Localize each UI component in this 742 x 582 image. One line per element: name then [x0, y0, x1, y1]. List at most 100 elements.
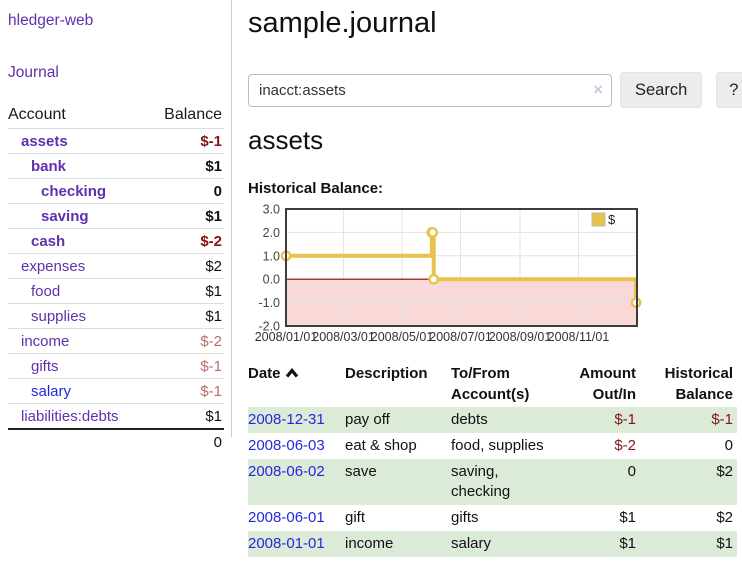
transaction-row: 2008-06-01 gift gifts $1 $2 — [248, 505, 737, 531]
tofrom-header-line2: Account(s) — [451, 386, 530, 403]
account-balance: $1 — [205, 407, 222, 425]
search-button[interactable]: Search — [620, 72, 703, 108]
sort-ascending-icon — [285, 368, 298, 378]
sidebar-account-liabilities-debts[interactable]: liabilities:debts — [21, 407, 119, 425]
transaction-balance: $-1 — [640, 407, 737, 433]
account-row: assets $-1 — [8, 128, 224, 153]
sidebar-account-food[interactable]: food — [31, 282, 61, 300]
sidebar-account-gifts[interactable]: gifts — [31, 357, 59, 375]
legend-swatch — [591, 212, 606, 227]
transaction-balance: 0 — [724, 437, 733, 454]
transaction-row: 2008-06-02 save saving, checking 0 $2 — [248, 459, 737, 505]
search-box: × — [248, 73, 612, 107]
amount-header-line2: Out/In — [592, 386, 636, 403]
account-balance: $-1 — [200, 382, 222, 400]
account-balance: $1 — [205, 307, 222, 325]
description-column-header: Description — [345, 365, 428, 382]
balance-chart-svg: $3.0 2.0 1.0 0.0 -1.0 -2.02008/01/012008/03/0… — [255, 203, 642, 344]
transaction-balance: $2 — [716, 509, 733, 526]
account-tree-header: Account Balance — [8, 102, 224, 128]
x-tick-label: 2008/11/01 — [548, 330, 610, 344]
account-balance: 0 — [213, 182, 222, 200]
y-tick-label: 3.0 — [263, 203, 280, 217]
account-balance: $2 — [205, 257, 222, 275]
account-balance: $-1 — [200, 132, 222, 150]
tofrom-column-header: To/From Account(s) — [451, 361, 555, 407]
account-row: gifts $-1 — [8, 353, 224, 378]
transaction-accounts: gifts — [451, 509, 479, 526]
register-header-row: Date Description To/From Account(s) Amou… — [248, 361, 737, 407]
transaction-amount: $1 — [555, 531, 640, 557]
data-point — [428, 273, 440, 285]
plot-border — [285, 208, 638, 327]
balance-column-header: Historical Balance — [640, 361, 737, 407]
transaction-accounts: salary — [451, 531, 555, 557]
accounts-total-value: 0 — [213, 433, 222, 451]
search-input[interactable] — [248, 73, 612, 107]
sidebar-account-checking[interactable]: checking — [41, 182, 107, 200]
x-tick-label: 2008/03/01 — [312, 330, 375, 344]
sidebar-item-journal[interactable]: Journal — [8, 64, 59, 81]
transaction-date-link[interactable]: 2008-12-31 — [248, 411, 325, 428]
main-content: sample.journal × Search ? assets Histori… — [248, 0, 742, 557]
y-tick-label: 0.0 — [263, 273, 280, 287]
account-row: supplies $1 — [8, 303, 224, 328]
sidebar-account-bank[interactable]: bank — [31, 157, 67, 175]
sidebar-account-salary[interactable]: salary — [31, 382, 72, 400]
transaction-description: save — [345, 459, 451, 505]
sidebar-account-income[interactable]: income — [21, 332, 70, 350]
search-help-button[interactable]: ? — [716, 72, 742, 108]
account-row: cash $-2 — [8, 228, 224, 253]
x-tick-label: 2008/01/01 — [255, 330, 318, 344]
account-row: income $-2 — [8, 328, 224, 353]
sidebar-divider — [231, 0, 232, 437]
transaction-amount: $-1 — [555, 407, 640, 433]
transaction-accounts: debts — [451, 407, 555, 433]
account-column-header: Account — [8, 106, 66, 123]
transaction-amount: 0 — [555, 459, 640, 505]
chart-title: Historical Balance: — [248, 180, 384, 197]
account-row: bank $1 — [8, 153, 224, 178]
sidebar-account-saving[interactable]: saving — [41, 207, 89, 225]
transaction-description: eat & shop — [345, 437, 417, 454]
accounts-total-row: 0 — [8, 428, 224, 454]
sidebar-account-assets[interactable]: assets — [21, 132, 68, 150]
y-tick-label: 1.0 — [263, 249, 280, 263]
x-tick-label: 2008/07/01 — [429, 330, 492, 344]
sidebar-account-expenses[interactable]: expenses — [21, 257, 86, 275]
transaction-date-link[interactable]: 2008-01-01 — [248, 535, 325, 552]
transaction-row: 2008-12-31 pay off debts $-1 $-1 — [248, 407, 737, 433]
balance-column-header: Balance — [164, 106, 222, 123]
account-balance: $1 — [205, 207, 222, 225]
sidebar-account-cash[interactable]: cash — [31, 232, 66, 250]
account-row: expenses $2 — [8, 253, 224, 278]
page-title: sample.journal — [248, 7, 437, 39]
tofrom-header-line1: To/From — [451, 365, 510, 382]
amount-header-line1: Amount — [579, 365, 636, 382]
transaction-date-link[interactable]: 2008-06-03 — [248, 437, 325, 454]
y-tick-label: -2.0 — [258, 320, 280, 334]
transaction-accounts: saving, checking — [451, 459, 555, 505]
transaction-amount: $-2 — [614, 437, 636, 454]
transaction-date-link[interactable]: 2008-06-01 — [248, 509, 325, 526]
historical-balance-chart: $3.0 2.0 1.0 0.0 -1.0 -2.0 2008/01/01 2008/03/0… — [248, 203, 742, 345]
y-tick-label: 2.0 — [263, 226, 280, 240]
search-form: × Search ? — [248, 72, 742, 108]
account-balance: $-2 — [200, 232, 222, 250]
account-balance: $-1 — [200, 357, 222, 375]
legend-label: $ — [608, 212, 616, 227]
transaction-amount: $1 — [619, 509, 636, 526]
account-balance: $1 — [205, 282, 222, 300]
app-brand-link[interactable]: hledger-web — [8, 12, 94, 29]
account-tree: Account Balance assets $-1 bank $1 check… — [8, 102, 224, 454]
balance-header-line2: Balance — [675, 386, 733, 403]
transaction-balance: $1 — [640, 531, 737, 557]
date-header-label: Date — [248, 365, 281, 382]
transaction-date-link[interactable]: 2008-06-02 — [248, 463, 325, 480]
amount-column-header: Amount Out/In — [555, 361, 640, 407]
clear-search-icon[interactable]: × — [593, 79, 603, 99]
sidebar-account-supplies[interactable]: supplies — [31, 307, 87, 325]
account-balance: $-2 — [200, 332, 222, 350]
transaction-accounts: food, supplies — [451, 437, 544, 454]
register-table: Date Description To/From Account(s) Amou… — [248, 361, 737, 557]
